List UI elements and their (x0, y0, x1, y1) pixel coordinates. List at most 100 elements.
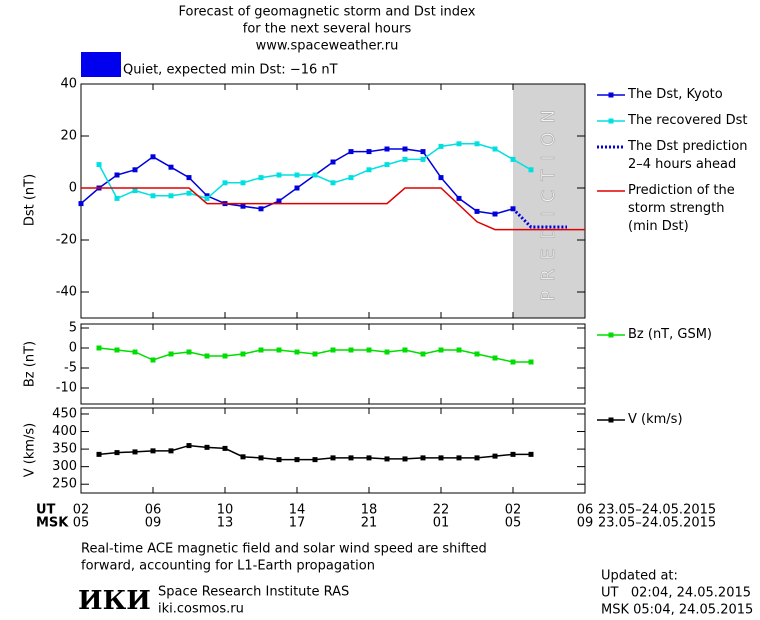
note: forward, accounting for L1-Earth propaga… (81, 559, 375, 574)
marker (312, 457, 318, 463)
y-tick-label: 0 (69, 181, 77, 196)
marker (348, 455, 354, 461)
x-tick-label-msk: 01 (433, 516, 450, 531)
marker (384, 162, 390, 168)
x-tick-label-msk: 05 (505, 516, 522, 531)
x-tick-label-msk: 13 (217, 516, 234, 531)
marker (222, 180, 228, 186)
x-tick-label: 02 (505, 503, 522, 518)
marker (204, 444, 210, 450)
legend-marker (608, 332, 614, 338)
marker (420, 149, 426, 155)
y-tick-label: 5 (69, 321, 77, 336)
y-axis-title: V (km/s) (23, 423, 38, 478)
marker (474, 208, 480, 214)
marker (240, 180, 246, 186)
marker (312, 351, 318, 357)
marker (510, 451, 516, 457)
marker (276, 198, 282, 204)
marker (330, 347, 336, 353)
institute: Space Research Institute RAS (158, 585, 349, 600)
marker (474, 351, 480, 357)
marker (492, 355, 498, 361)
marker (510, 206, 516, 212)
legend-marker (608, 118, 614, 124)
marker (366, 347, 372, 353)
marker (96, 451, 102, 457)
y-tick-label: 250 (52, 477, 77, 492)
marker (258, 175, 264, 181)
marker (240, 351, 246, 357)
x-tick-label-msk: 21 (361, 516, 378, 531)
y-tick-label: -40 (56, 285, 77, 300)
marker (276, 347, 282, 353)
x-tick-label: 10 (217, 503, 234, 518)
prediction-zone (513, 84, 585, 318)
marker (132, 349, 138, 355)
legend-label: The Dst prediction 2–4 hours ahead (628, 139, 748, 172)
series-line (511, 207, 567, 229)
series-line (81, 187, 585, 231)
x-row-label: MSK (36, 516, 69, 531)
panel-frame (80, 323, 586, 405)
marker (492, 453, 498, 459)
marker (132, 167, 138, 173)
marker (222, 445, 228, 451)
x-tick-label-msk: 05 (73, 516, 90, 531)
marker (438, 455, 444, 461)
marker (294, 172, 300, 178)
marker (258, 347, 264, 353)
marker (456, 347, 462, 353)
marker (240, 454, 246, 460)
marker (456, 141, 462, 147)
panel-frame (80, 83, 586, 319)
marker (258, 206, 264, 212)
date-range: 23.05–24.05.2015 (598, 503, 716, 518)
x-tick-label: 14 (289, 503, 306, 518)
marker (204, 353, 210, 359)
marker (510, 156, 516, 162)
marker (240, 203, 246, 209)
marker (528, 167, 534, 173)
y-tick-label: -5 (64, 361, 77, 376)
marker (114, 450, 120, 456)
marker (420, 156, 426, 162)
marker (168, 351, 174, 357)
marker (150, 357, 156, 363)
updated: UT 02:04, 24.05.2015 (601, 586, 751, 601)
marker (168, 193, 174, 199)
marker (348, 175, 354, 181)
updated: Updated at: (601, 569, 678, 584)
series-line (98, 143, 532, 200)
marker (96, 345, 102, 351)
panel-frame (80, 407, 586, 494)
y-tick-label: 300 (52, 459, 77, 474)
x-tick-label: 06 (145, 503, 162, 518)
logo: ИКИ (78, 586, 151, 616)
marker (276, 457, 282, 463)
marker (384, 456, 390, 462)
marker (96, 162, 102, 168)
x-tick-label-msk: 09 (577, 516, 594, 531)
marker (438, 175, 444, 181)
marker (114, 195, 120, 201)
marker (366, 167, 372, 173)
status: Quiet, expected min Dst: −16 nT (123, 63, 338, 78)
marker (474, 455, 480, 461)
marker (78, 201, 84, 207)
marker (186, 190, 192, 196)
marker (438, 347, 444, 353)
marker (258, 455, 264, 461)
updated: MSK 05:04, 24.05.2015 (601, 603, 753, 618)
marker (294, 457, 300, 463)
legend-label: Prediction of the storm strength (min Ds… (628, 183, 735, 234)
y-tick-label: -10 (56, 381, 77, 396)
marker (330, 159, 336, 165)
x-tick-label: 22 (433, 503, 450, 518)
x-tick-label: 06 (577, 503, 594, 518)
marker (294, 349, 300, 355)
marker (204, 195, 210, 201)
marker (402, 456, 408, 462)
y-tick-label: 40 (60, 77, 77, 92)
